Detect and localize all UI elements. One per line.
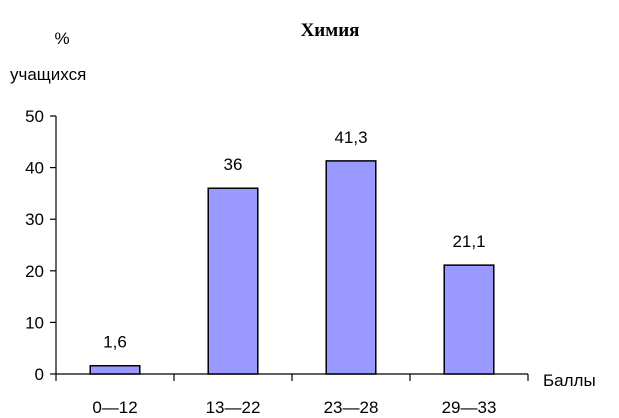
y-tick-label: 40: [25, 159, 44, 178]
y-tick-label: 30: [25, 210, 44, 229]
bar-value-label: 36: [224, 155, 243, 174]
y-tick-label: 20: [25, 262, 44, 281]
x-category-label: 29—33: [442, 398, 497, 417]
bars: 1,6 36 41,3 21,1: [89, 128, 495, 375]
bar-value-label: 41,3: [334, 128, 367, 147]
bar-value-label: 1,6: [103, 333, 127, 352]
x-axis: 0—12 13—22 23—28 29—33: [55, 373, 529, 417]
chart-title: Химия: [301, 20, 360, 41]
x-category-label: 13—22: [206, 398, 261, 417]
x-category-label: 0—12: [92, 398, 137, 417]
y-tick-label: 50: [25, 107, 44, 126]
bar: [89, 364, 141, 375]
y-tick-label: 0: [35, 365, 44, 384]
y-tick-label: 10: [25, 313, 44, 332]
y-axis-label-line2: учащихся: [10, 65, 86, 84]
bar: [443, 264, 495, 375]
bar: [207, 187, 259, 375]
bar: [325, 160, 377, 375]
bar-value-label: 21,1: [452, 232, 485, 251]
y-axis-label-line1: %: [54, 29, 69, 48]
x-axis-label: Баллы: [543, 371, 596, 390]
x-category-label: 23—28: [324, 398, 379, 417]
y-axis: 0 10 20 30 40 50: [25, 107, 57, 384]
